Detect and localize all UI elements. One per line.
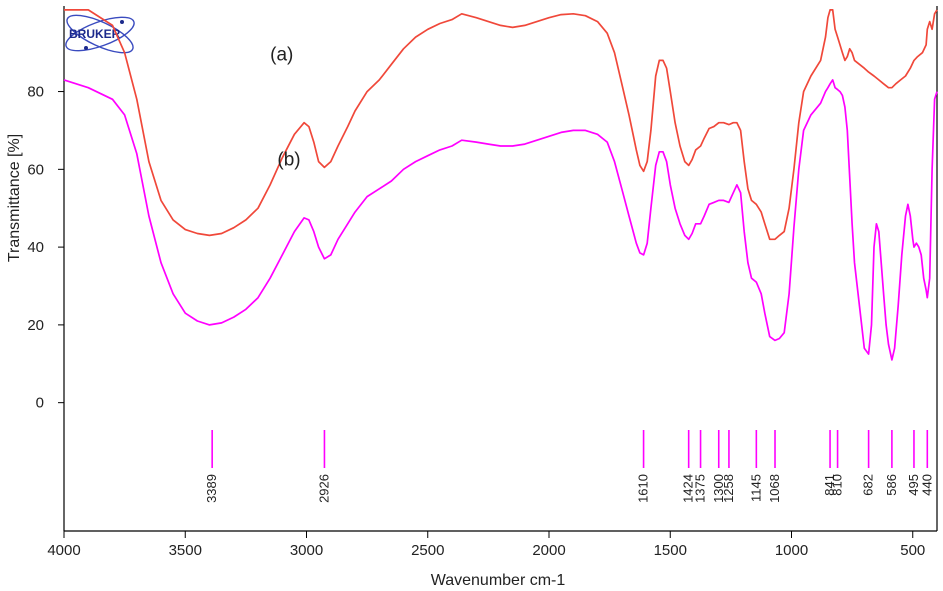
x-tick-label: 2500 [411,542,444,559]
series-lines [63,9,938,361]
peak-label: 1424 [681,474,696,503]
y-tick-label: 80 [27,84,44,101]
peak-label: 1610 [636,474,651,503]
x-tick-label: 2000 [532,542,565,559]
x-tick-label: 3000 [290,542,323,559]
peak-label: 1300 [711,474,726,503]
peak-label: 1258 [721,474,736,503]
y-tick-label: 60 [27,161,44,178]
x-tick-label: 3500 [169,542,202,559]
x-tick-label: 1500 [654,542,687,559]
bruker-logo-text: BRUKER [69,27,121,41]
peak-label: 1145 [748,474,763,502]
peak-label: 810 [830,474,845,496]
peak-label: 3389 [204,474,219,503]
series-line-a [64,9,938,241]
curve-label: (b) [277,149,300,170]
curve-label: (a) [270,44,293,65]
series-line-b [63,79,938,361]
peak-label: 2926 [316,474,331,503]
peak-label: 495 [906,474,921,496]
axes: 4000 3500 3000 2500 2000 1500 1000 500 0 20 40 60 80 [27,6,938,559]
peak-label: 841 [822,474,837,496]
x-tick-label: 4000 [47,542,80,559]
peak-label: 586 [884,474,899,496]
bruker-logo: BRUKER [65,14,135,54]
peak-label: 1375 [693,474,708,503]
y-tick-label: 0 [36,395,44,412]
y-tick-label: 20 [27,317,44,334]
x-axis-label: Wavenumber cm-1 [431,572,566,589]
y-axis-label: Transmittance [%] [6,134,23,262]
curve-labels: (a) (b) [270,44,301,170]
peak-label: 682 [861,474,876,496]
x-tick-label: 1000 [775,542,808,559]
peak-label: 440 [919,474,934,496]
x-tick-label: 500 [900,542,925,559]
y-tick-label: 40 [27,239,44,256]
peak-label: 1068 [767,474,782,503]
